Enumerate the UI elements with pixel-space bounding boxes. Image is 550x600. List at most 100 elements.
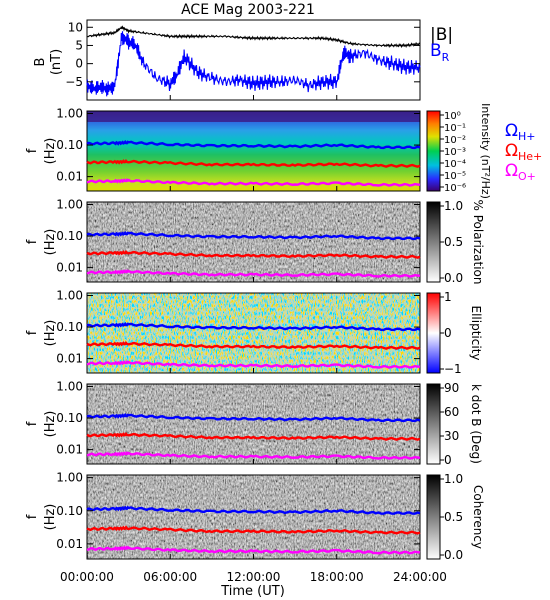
f-ytick-label: 0.10 bbox=[56, 320, 83, 334]
legend-b-total: |B| bbox=[430, 25, 453, 45]
colorbar-intensity-label: Intensity (nT²/Hz) bbox=[479, 103, 492, 199]
gyrofrequency-line bbox=[86, 178, 421, 187]
gyrofrequency-line bbox=[86, 321, 421, 332]
legend-b-radial: BR bbox=[430, 41, 450, 64]
colorbar-tick-label: 0.5 bbox=[444, 510, 463, 524]
f-ytick-label: 0.10 bbox=[56, 138, 83, 152]
panel-intensity: Intensity (nT²/Hz) ΩH+ΩHe+ΩO+ bbox=[86, 103, 542, 199]
polarization-overlays bbox=[86, 230, 421, 278]
b-axis-main: B bbox=[33, 58, 48, 67]
f-ytick-label: 0.01 bbox=[56, 352, 83, 366]
colorbar-tick-label: 1.0 bbox=[444, 199, 463, 213]
f-ytick-label: 1.00 bbox=[56, 379, 83, 393]
colorbar-label: % Polarization bbox=[471, 200, 485, 285]
intensity-overlays bbox=[86, 139, 421, 187]
colorbar-label: Coherency bbox=[471, 485, 485, 549]
b-ytick-label: −5 bbox=[65, 75, 83, 89]
gyrofrequency-line bbox=[86, 360, 421, 369]
ellipticity-overlays bbox=[86, 321, 421, 369]
f-ytick-label: 0.10 bbox=[56, 411, 83, 425]
colorbar-tick-label: 10⁻² bbox=[444, 135, 466, 146]
colorbar-polarization bbox=[426, 201, 441, 283]
f-ytick-label: 1.00 bbox=[56, 106, 83, 120]
frequency-axes: 1.000.100.01f (Hz)1.000.100.01f (Hz)1.000.… bbox=[25, 106, 420, 551]
gyrofrequency-line bbox=[86, 412, 421, 423]
colorbar-tick-label: 30 bbox=[444, 429, 459, 443]
gyrofrequency-line bbox=[86, 505, 421, 515]
f-axis-unit: (Hz) bbox=[43, 504, 58, 531]
colorbar-label: k dot B (Deg) bbox=[469, 384, 483, 464]
panel-b-series bbox=[86, 25, 421, 97]
gyrofrequency-line bbox=[86, 525, 421, 535]
colorbar-tick-label: −1 bbox=[444, 362, 462, 376]
colorbar-intensity-label-text: Intensity (nT²/Hz) bbox=[479, 103, 492, 199]
colorbar-tick-label: 10⁻¹ bbox=[444, 123, 466, 134]
f-axis-unit: (Hz) bbox=[43, 229, 58, 256]
gyrofrequency-line bbox=[86, 431, 421, 441]
series-line-b-total bbox=[86, 25, 421, 49]
time-tick-label: 00:00:00 bbox=[60, 570, 114, 584]
colorbar-kdotb bbox=[426, 383, 441, 465]
colorbar-label: Ellipticity bbox=[469, 306, 483, 361]
gyrofrequency-line bbox=[86, 340, 421, 350]
colorbar-tick-label: 10⁻³ bbox=[444, 147, 466, 158]
f-ytick-label: 0.10 bbox=[56, 504, 83, 518]
b-axis-label: B bbox=[33, 58, 48, 67]
colorbar-tick-label: 90 bbox=[444, 381, 459, 395]
panel-magnetic-field: 10 5 0 −5 B (nT) |B| BR bbox=[33, 19, 453, 101]
f-ytick-label: 1.00 bbox=[56, 471, 83, 485]
colorbar-tick-label: 10⁻⁴ bbox=[444, 159, 466, 170]
b-axis-unit: (nT) bbox=[49, 49, 64, 75]
gyrofrequency-line bbox=[86, 139, 421, 150]
gyro-legend: ΩH+ΩHe+ΩO+ bbox=[505, 121, 542, 183]
time-tick-label: 06:00:00 bbox=[143, 570, 197, 584]
gyrofrequency-line bbox=[86, 249, 421, 259]
colorbar-tick-label: 1 bbox=[444, 290, 452, 304]
b-ytick-label: 0 bbox=[75, 57, 83, 71]
colorbar-ellipticity bbox=[426, 292, 441, 374]
coherency-overlays bbox=[86, 505, 421, 555]
legend-gyro-o: ΩO+ bbox=[505, 161, 536, 183]
time-axis-label: Time (UT) bbox=[220, 584, 285, 599]
colorbar-tick-label: 10⁰ bbox=[444, 111, 461, 122]
colorbar-tick-label: 0 bbox=[444, 453, 452, 467]
gyrofrequency-line bbox=[86, 451, 421, 460]
polarization-bg bbox=[87, 202, 420, 282]
colorbar-intensity bbox=[426, 110, 441, 192]
time-tick-label: 18:00:00 bbox=[310, 570, 364, 584]
f-axis-main: f bbox=[25, 421, 40, 426]
f-axis-unit: (Hz) bbox=[43, 138, 58, 165]
f-ytick-label: 0.01 bbox=[56, 261, 83, 275]
colorbar-tick-label: 0.0 bbox=[444, 271, 463, 285]
kdotb-overlays bbox=[86, 412, 421, 460]
ellipticity-bg bbox=[87, 293, 420, 373]
legend-gyro-h: ΩH+ bbox=[505, 121, 536, 143]
series-line-b-radial bbox=[86, 31, 421, 97]
panel-k-dot-b bbox=[86, 383, 441, 465]
time-tick-label: 24:00:00 bbox=[393, 570, 447, 584]
colorbar-tick-label: 0 bbox=[444, 326, 452, 340]
f-axis-unit: (Hz) bbox=[43, 320, 58, 347]
f-ytick-label: 1.00 bbox=[56, 288, 83, 302]
f-axis-unit: (Hz) bbox=[43, 411, 58, 438]
gyrofrequency-line bbox=[86, 158, 421, 168]
b-ytick-label: 5 bbox=[75, 38, 83, 52]
f-ytick-label: 0.10 bbox=[56, 229, 83, 243]
colorbar-tick-label: 10⁻⁵ bbox=[444, 171, 466, 182]
colorbar-tick-label: 0.0 bbox=[444, 548, 463, 562]
b-ytick-label: 10 bbox=[68, 20, 83, 34]
chart-title: ACE Mag 2003-221 bbox=[181, 2, 315, 18]
gyrofrequency-line bbox=[86, 269, 421, 278]
f-ytick-label: 0.01 bbox=[56, 170, 83, 184]
colorbar-tick-label: 1.0 bbox=[444, 472, 463, 486]
panel-ellipticity bbox=[86, 292, 441, 374]
colorbar-coherency bbox=[426, 474, 441, 560]
gyrofrequency-line bbox=[86, 230, 421, 241]
coherency-bg bbox=[87, 475, 420, 559]
panel-coherency bbox=[86, 474, 441, 560]
f-axis-main: f bbox=[25, 330, 40, 335]
intensity-bg bbox=[87, 111, 420, 191]
time-tick-label: 12:00:00 bbox=[227, 570, 281, 584]
